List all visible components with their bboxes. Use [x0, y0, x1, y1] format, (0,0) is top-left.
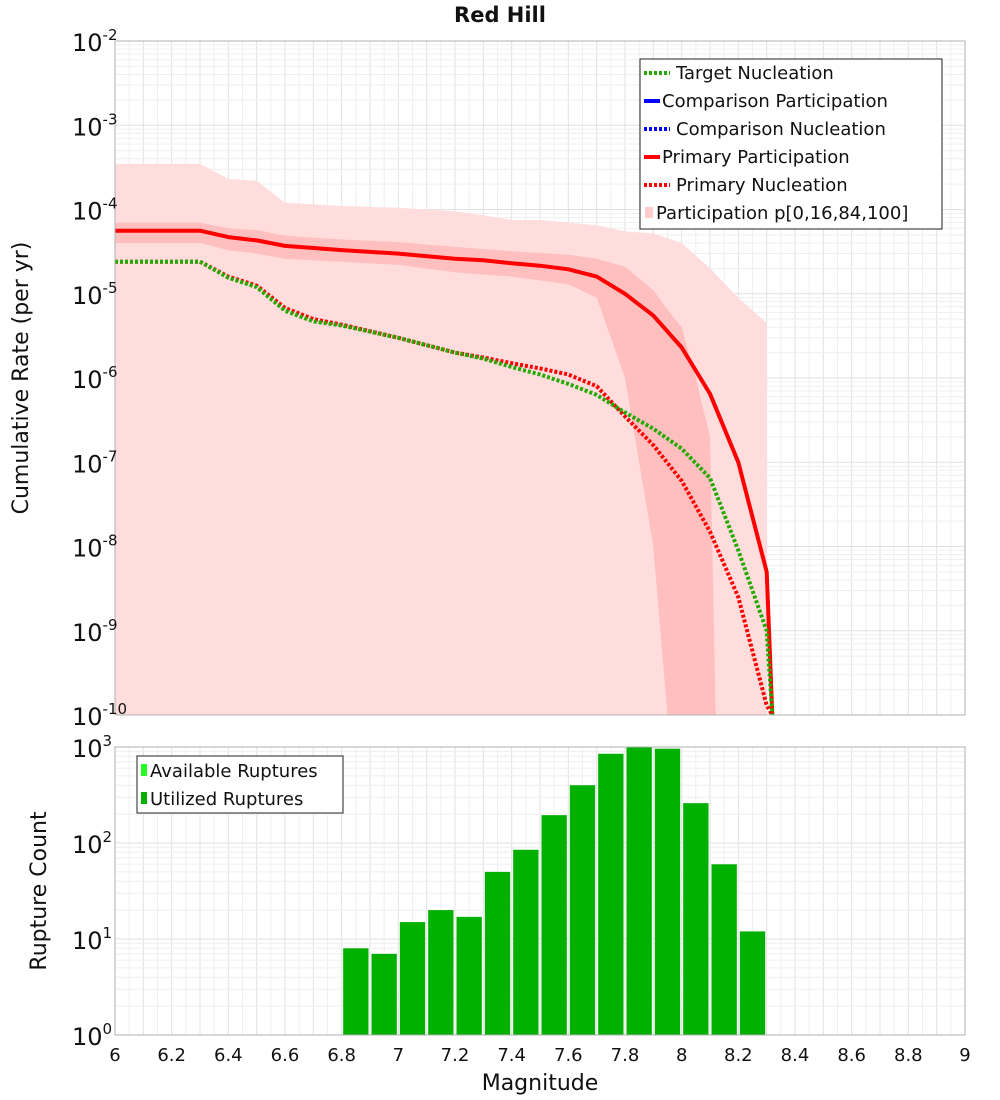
y-tick-label: 103: [72, 732, 112, 763]
histogram-bar: [371, 953, 397, 1035]
histogram-bar: [626, 747, 652, 1035]
legend-label-primary-participation: Primary Participation: [662, 147, 850, 168]
x-tick-label: 6.2: [157, 1045, 186, 1066]
bottom-y-axis-label: Rupture Count: [27, 811, 52, 971]
x-tick-label: 7.4: [497, 1045, 526, 1066]
top-legend: Target Nucleation Comparison Participati…: [639, 58, 943, 230]
bottom-legend: Available Ruptures Utilized Ruptures: [136, 755, 344, 814]
x-axis-label: Magnitude: [482, 1071, 599, 1096]
x-tick-label: 7.8: [611, 1045, 640, 1066]
y-tick-label: 10-7: [72, 447, 118, 478]
bottom-y-ticks: 103 102 101 100: [72, 732, 112, 1051]
y-tick-label: 10-6: [72, 363, 118, 394]
legend-label-primary-nucleation: Primary Nucleation: [676, 175, 848, 196]
rupture-bars: [343, 747, 766, 1035]
x-tick-label: 8: [676, 1045, 687, 1066]
histogram-bar: [428, 910, 454, 1035]
y-tick-label: 10-5: [72, 279, 118, 310]
histogram-bar: [739, 931, 766, 1035]
legend-swatch-available-ruptures: [141, 764, 147, 776]
x-tick-label: 8.4: [781, 1045, 810, 1066]
histogram-bar: [598, 753, 624, 1035]
y-tick-label: 10-9: [72, 616, 118, 647]
histogram-bar: [569, 785, 596, 1035]
x-tick-label: 7.6: [554, 1045, 583, 1066]
chart-title: Red Hill: [454, 3, 546, 27]
series-line-primary-nucleation: [115, 259, 775, 715]
histogram-bar: [484, 871, 511, 1035]
histogram-bar: [541, 815, 567, 1035]
legend-swatch-participation-band: [645, 207, 653, 218]
top-legend-box: [639, 58, 943, 230]
top-y-ticks: 10-2 10-3 10-4 10-5 10-6 10-7 10-8 10-9 10-10: [72, 26, 127, 731]
x-tick-label: 6: [109, 1045, 120, 1066]
x-tick-label: 6.6: [271, 1045, 300, 1066]
series-line-primary-participation: [115, 228, 775, 715]
y-tick-label: 10-2: [72, 26, 118, 57]
legend-label-comparison-nucleation: Comparison Nucleation: [676, 119, 886, 140]
y-tick-label: 10-10: [72, 700, 127, 731]
histogram-bar: [456, 916, 482, 1035]
x-tick-label: 8.2: [724, 1045, 753, 1066]
top-y-axis-label: Cumulative Rate (per yr): [9, 242, 34, 515]
y-tick-label: 10-4: [72, 195, 118, 226]
y-tick-label: 100: [72, 1020, 112, 1051]
x-tick-label: 8.6: [837, 1045, 866, 1066]
histogram-bar: [711, 864, 737, 1035]
histogram-bar: [654, 748, 681, 1035]
histogram-bar: [513, 849, 539, 1035]
y-tick-label: 10-3: [72, 110, 118, 141]
x-tick-label: 8.8: [894, 1045, 923, 1066]
top-plot-frame: [114, 40, 966, 716]
x-tick-label: 6.4: [214, 1045, 243, 1066]
x-tick-label: 7: [393, 1045, 404, 1066]
series-line-target-nucleation: [115, 259, 775, 715]
histogram-bar: [683, 803, 709, 1035]
x-ticks: 6 6.2 6.4 6.6 6.8 7 7.2 7.4 7.6 7.8 8 8.2 8.4 8.6 8.8 9: [109, 1045, 970, 1066]
legend-label-target-nucleation: Target Nucleation: [675, 63, 834, 84]
y-tick-label: 102: [72, 828, 112, 859]
x-tick-label: 7.2: [441, 1045, 470, 1066]
x-tick-label: 6.8: [327, 1045, 356, 1066]
legend-label-participation-band: Participation p[0,16,84,100]: [656, 203, 908, 224]
legend-label-available-ruptures: Available Ruptures: [150, 761, 318, 782]
bottom-legend-box: [136, 755, 344, 814]
histogram-bar: [343, 948, 369, 1035]
x-tick-label: 9: [959, 1045, 970, 1066]
rate-lines: [115, 228, 775, 715]
legend-label-comparison-participation: Comparison Participation: [662, 91, 888, 112]
legend-label-utilized-ruptures: Utilized Ruptures: [150, 789, 303, 810]
legend-swatch-utilized-ruptures: [141, 792, 147, 804]
bottom-plot-frame: [114, 746, 966, 1036]
y-tick-label: 10-8: [72, 532, 118, 563]
y-tick-label: 101: [72, 924, 112, 955]
histogram-bar: [399, 922, 426, 1035]
participation-bands: [115, 163, 767, 715]
